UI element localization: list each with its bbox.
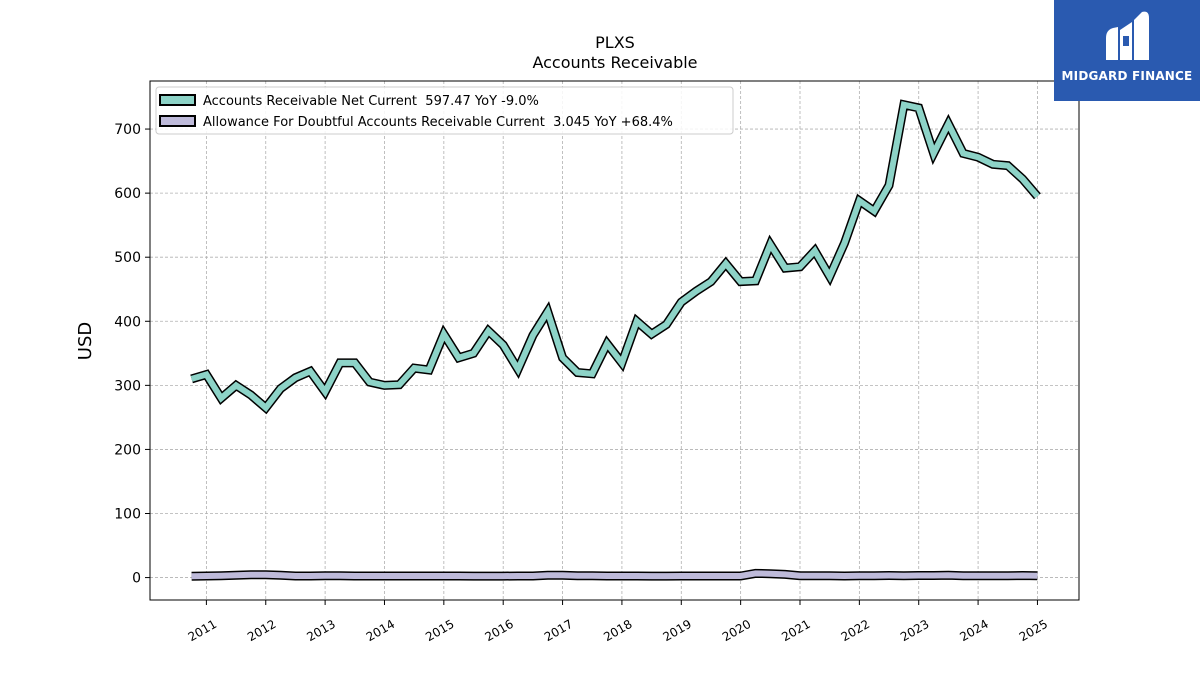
- series-2-line: [191, 570, 1038, 580]
- legend-entry-1: Accounts Receivable Net Current 597.47 Y…: [203, 94, 539, 109]
- y-axis-label: USD: [75, 322, 96, 360]
- x-tick-label: 2022: [839, 617, 872, 644]
- x-tick-label: 2021: [779, 617, 812, 644]
- series-layer: [190, 99, 1041, 581]
- y-tick-label: 100: [114, 507, 141, 523]
- logo-mark-icon: [1106, 11, 1149, 61]
- y-tick-label: 600: [114, 186, 141, 202]
- y-tick-label: 500: [114, 250, 141, 266]
- y-tick-label: 0: [132, 571, 141, 587]
- y-tick-label: 700: [114, 122, 141, 138]
- x-tick-label: 2014: [364, 617, 397, 644]
- legend-swatch-1: [159, 94, 196, 106]
- x-tick-label: 2013: [304, 617, 337, 644]
- x-tick-label: 2023: [898, 617, 931, 644]
- legend-entry-2: Allowance For Doubtful Accounts Receivab…: [203, 115, 673, 130]
- y-tick-label: 400: [114, 314, 141, 330]
- x-tick-label: 2024: [957, 617, 990, 644]
- legend: Accounts Receivable Net Current 597.47 Y…: [155, 86, 734, 135]
- x-axis-ticks: 2011 2012 2013 2014 2015 2016 2017 2018 2019 2020…: [186, 600, 1050, 644]
- legend-swatch-2: [159, 115, 196, 127]
- x-tick-label: 2020: [720, 617, 753, 644]
- gridlines: [150, 81, 1079, 600]
- x-tick-label: 2016: [482, 617, 515, 644]
- x-tick-label: 2011: [186, 617, 219, 644]
- midgard-finance-logo: MIDGARD FINANCE: [1054, 0, 1200, 101]
- x-tick-label: 2019: [661, 617, 694, 644]
- plot-frame: [149, 80, 1080, 601]
- x-tick-label: 2017: [542, 617, 575, 644]
- chart-title: PLXS: [595, 33, 635, 52]
- x-tick-label: 2018: [601, 617, 634, 644]
- logo-text: MIDGARD FINANCE: [1061, 69, 1193, 83]
- chart-subtitle: Accounts Receivable: [532, 53, 697, 72]
- y-tick-label: 300: [114, 378, 141, 394]
- x-tick-label: 2015: [423, 617, 456, 644]
- x-tick-label: 2025: [1017, 617, 1050, 644]
- y-tick-label: 200: [114, 442, 141, 458]
- y-axis-ticks: 0 100 200 300 400 500 600 700: [114, 122, 150, 587]
- legend-box: [155, 86, 734, 135]
- series-1-outline: [190, 99, 1041, 415]
- x-tick-label: 2012: [245, 617, 278, 644]
- series-1-line: [190, 101, 1040, 413]
